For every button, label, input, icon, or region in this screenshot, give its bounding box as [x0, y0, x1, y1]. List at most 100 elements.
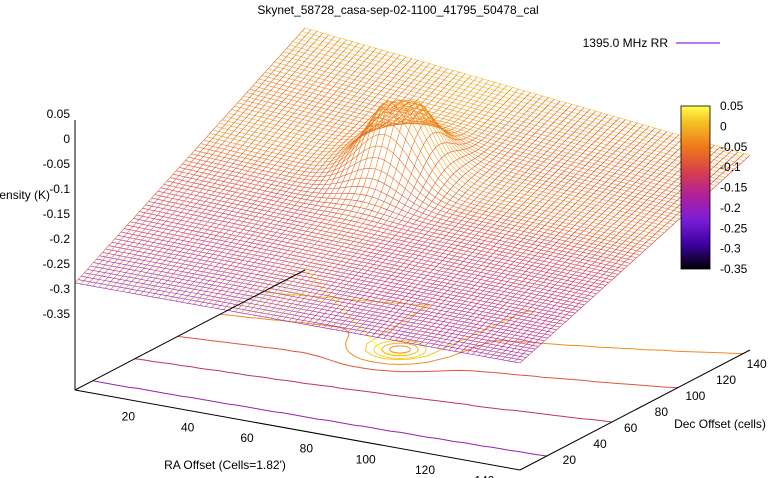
mesh-line-ra	[412, 124, 644, 345]
colorbar-tick-label: -0.35	[720, 262, 748, 276]
z-tick-label: -0.15	[43, 207, 71, 221]
mesh-line-dec	[99, 255, 545, 342]
mesh-line-dec	[237, 102, 683, 217]
mesh-line-ra	[270, 83, 502, 319]
contour-line	[219, 313, 744, 365]
mesh-line-dec	[105, 248, 551, 336]
mesh-line-dec	[188, 156, 634, 261]
mesh-line-ra	[401, 121, 632, 342]
mesh-line-ra	[466, 139, 697, 354]
mesh-line-dec	[157, 190, 603, 289]
mesh-line-ra	[122, 41, 353, 292]
mesh-line-ra	[294, 90, 525, 323]
mesh-line-dec	[148, 201, 594, 297]
mesh-line-ra	[519, 155, 751, 364]
mesh-line-ra	[229, 71, 460, 311]
mesh-line-dec	[262, 75, 708, 195]
mesh-line-ra	[365, 110, 596, 336]
z-tick-label: -0.35	[43, 307, 71, 321]
contour-ring	[373, 339, 427, 359]
mesh-line-ra	[418, 126, 650, 346]
colorbar-tick-label: 0.05	[720, 99, 744, 113]
tick-labels: 20 40 60 80 100 120 140 20 40 60 80 100 120 140 0.05 0 -…	[43, 107, 767, 478]
contour-ring	[389, 345, 411, 354]
mesh-line-ra	[478, 143, 709, 356]
y-tick-label: 140	[747, 357, 767, 371]
mesh-line-dec	[252, 85, 698, 203]
mesh-line-ra	[187, 59, 418, 304]
z-axis-label: Intensity (K)	[0, 188, 50, 202]
mesh-line-ra	[484, 144, 715, 357]
contour-line	[262, 291, 536, 361]
mesh-line-ra	[371, 112, 602, 337]
colorbar-tick-label: -0.2	[720, 201, 741, 215]
z-tick-label: -0.25	[43, 257, 71, 271]
x-tick-label: 140	[474, 474, 494, 478]
contour-line	[92, 380, 547, 457]
mesh-line-ra	[92, 32, 324, 287]
contour-line	[177, 335, 678, 389]
mesh-line-dec	[111, 241, 557, 331]
y-tick-label: 120	[716, 373, 736, 387]
mesh-line-ra	[205, 65, 436, 307]
mesh-line-ra	[264, 82, 496, 318]
mesh-line-dec	[203, 122, 649, 247]
z-tick-label: -0.1	[49, 182, 70, 196]
mesh-line-dec	[81, 275, 527, 358]
mesh-line-dec	[271, 65, 717, 186]
mesh-line-ra	[211, 66, 442, 308]
mesh-line-ra	[442, 132, 674, 350]
mesh-line-ra	[389, 117, 620, 340]
mesh-line-dec	[166, 180, 613, 281]
mesh-line-ra	[312, 95, 543, 326]
mesh-line-ra	[246, 76, 478, 315]
y-tick-label: 100	[685, 389, 705, 403]
mesh-line-ra	[151, 49, 383, 298]
y-tick-label: 20	[563, 453, 577, 467]
mesh-line-dec	[234, 105, 680, 220]
mesh-line-ra	[116, 39, 347, 291]
mesh-line-dec	[87, 269, 533, 353]
mesh-line-dec	[133, 218, 579, 311]
y-axis-line	[519, 349, 751, 471]
mesh-line-dec	[212, 106, 659, 239]
mesh-line-dec	[209, 108, 655, 242]
mesh-line-dec	[163, 184, 609, 283]
mesh-line-dec	[136, 214, 582, 308]
contour-line	[134, 358, 613, 423]
mesh-line-dec	[219, 102, 665, 234]
mesh-line-dec	[197, 145, 643, 253]
mesh-line-ra	[424, 127, 656, 347]
legend-label: 1395.0 MHz RR	[583, 36, 669, 50]
mesh-line-ra	[134, 44, 365, 294]
mesh-line-dec	[120, 231, 567, 322]
mesh-line-dec	[179, 167, 625, 270]
colorbar-tick-label: -0.05	[720, 140, 748, 154]
mesh-line-ra	[169, 54, 401, 301]
mesh-line-ra	[86, 31, 318, 286]
mesh-line-ra	[80, 29, 312, 285]
y-tick-label: 80	[655, 405, 669, 419]
mesh-line-dec	[265, 71, 711, 192]
mesh-line-ra	[157, 51, 389, 299]
x-tick-label: 60	[240, 431, 254, 445]
mesh-line-ra	[300, 92, 531, 324]
back-axis-line	[74, 269, 306, 391]
mesh-line-ra	[407, 122, 638, 343]
mesh-line-dec	[289, 44, 735, 170]
mesh-line-dec	[108, 245, 554, 333]
mesh-line-dec	[173, 173, 619, 275]
colorbar-tick-label: -0.1	[720, 160, 741, 174]
mesh-line-dec	[151, 197, 597, 295]
z-tick-label: 0	[63, 132, 70, 146]
mesh-line-dec	[130, 221, 576, 314]
mesh-line-dec	[304, 27, 751, 156]
mesh-line-dec	[102, 252, 548, 339]
mesh-line-ra	[128, 43, 359, 293]
mesh-line-dec	[160, 187, 606, 286]
mesh-line-ra	[383, 115, 614, 339]
mesh-line-ra	[448, 134, 680, 351]
x-tick-label: 80	[300, 442, 314, 456]
z-tick-label: -0.05	[43, 157, 71, 171]
mesh-line-ra	[454, 136, 685, 352]
